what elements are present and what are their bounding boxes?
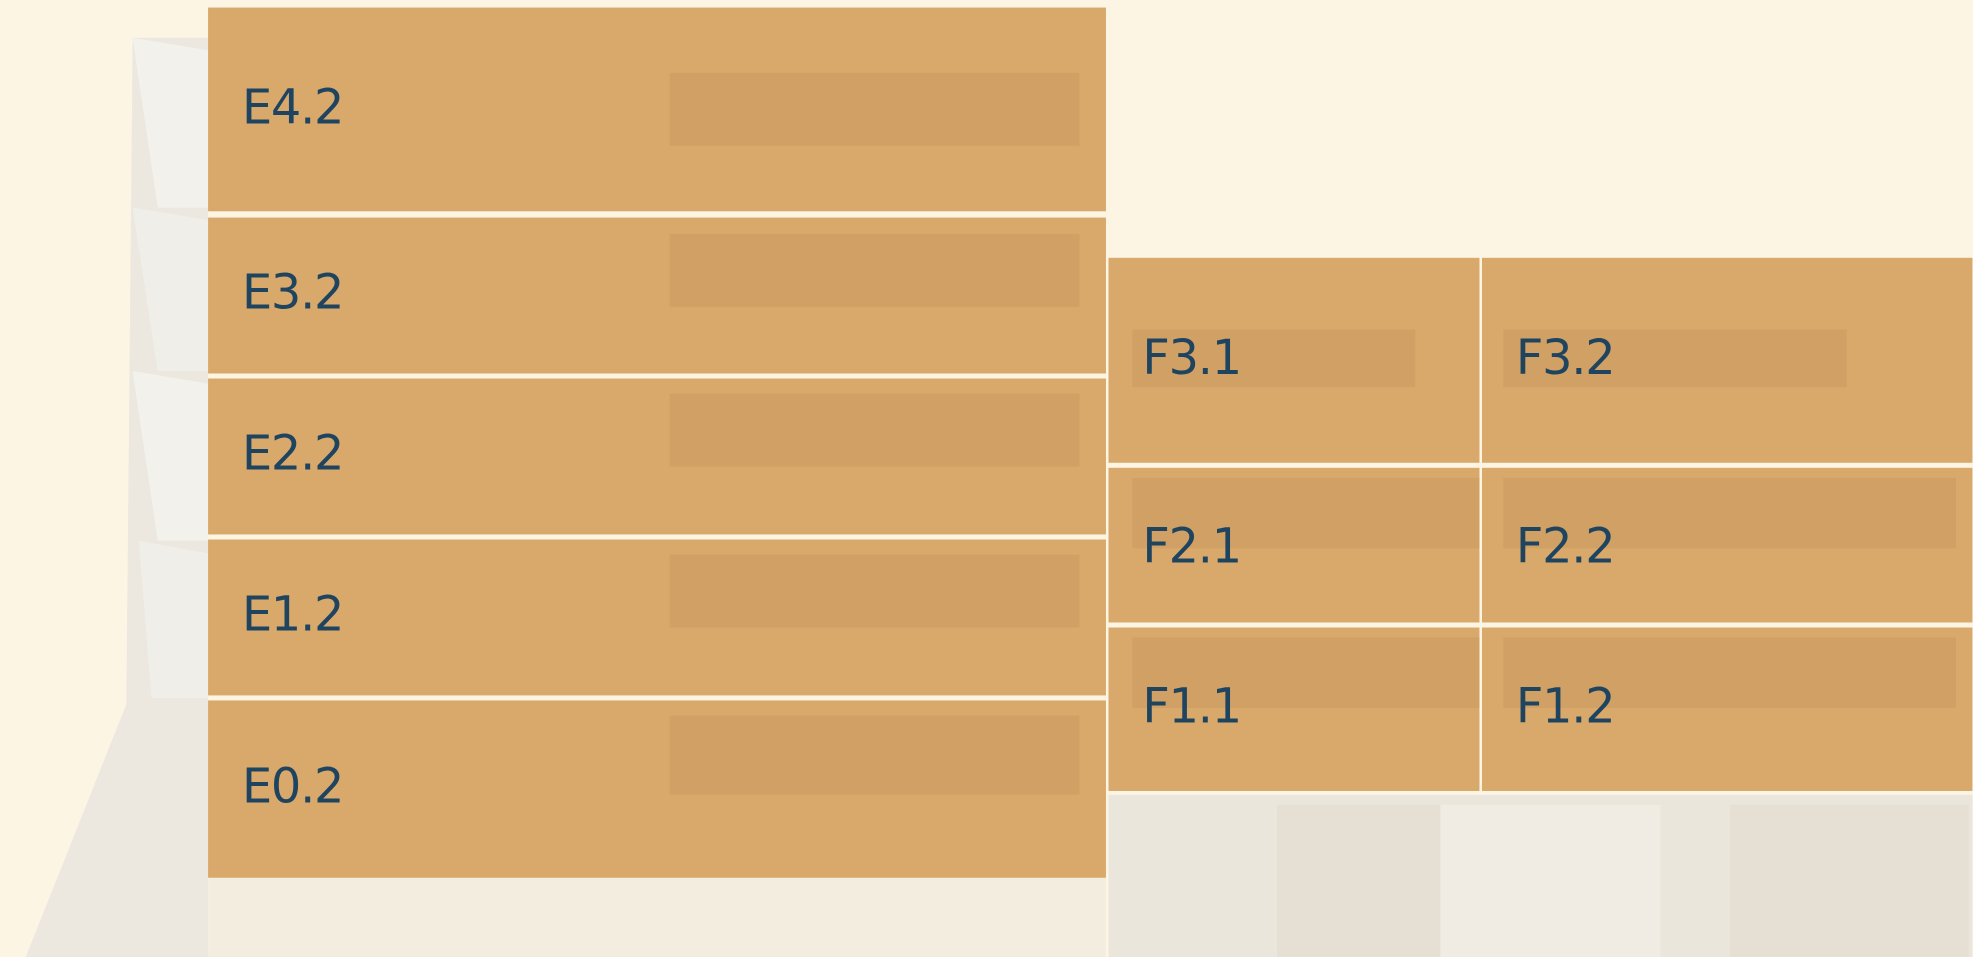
unit[interactable]: F3.1 [1108,257,1480,463]
window-recess [1132,329,1416,388]
unit-label[interactable]: E0.2 [242,760,344,815]
window-recess [1132,477,1480,549]
building-sketch [25,37,1973,957]
unit[interactable]: F1.2 [1481,627,1973,792]
unit-label[interactable]: F1.2 [1516,679,1616,734]
window-recess [669,72,1080,146]
window-recess [1132,637,1480,709]
unit-label[interactable]: F2.1 [1142,520,1242,575]
units: E4.2 E3.2 E2.2 E1.2 E0.2 F3.1 F3.2 F2.1 F2.2 F1.1… [208,7,1973,878]
unit[interactable]: E3.2 [208,217,1106,374]
unit[interactable]: E0.2 [208,700,1106,878]
unit[interactable]: F2.1 [1108,467,1480,623]
unit[interactable]: F2.2 [1481,467,1973,623]
unit-label[interactable]: E4.2 [242,81,344,136]
window-recess [669,715,1080,795]
window-recess [669,233,1080,307]
unit[interactable]: E2.2 [208,378,1106,535]
unit[interactable]: F3.2 [1481,257,1973,463]
window-recess [1503,637,1957,709]
window-recess [1503,329,1847,388]
window-recess [669,554,1080,628]
unit[interactable]: E1.2 [208,539,1106,696]
window-recess [669,393,1080,467]
unit-label[interactable]: F1.1 [1142,679,1242,734]
unit-label[interactable]: F3.2 [1516,331,1616,386]
unit-label[interactable]: F3.1 [1142,331,1242,386]
unit-label[interactable]: F2.2 [1516,520,1616,575]
unit[interactable]: E4.2 [208,7,1106,212]
window-recess [1503,477,1957,549]
unit[interactable]: F1.1 [1108,627,1480,792]
unit-label[interactable]: E3.2 [242,266,344,321]
unit-label[interactable]: E2.2 [242,426,344,481]
unit-label[interactable]: E1.2 [242,587,344,642]
